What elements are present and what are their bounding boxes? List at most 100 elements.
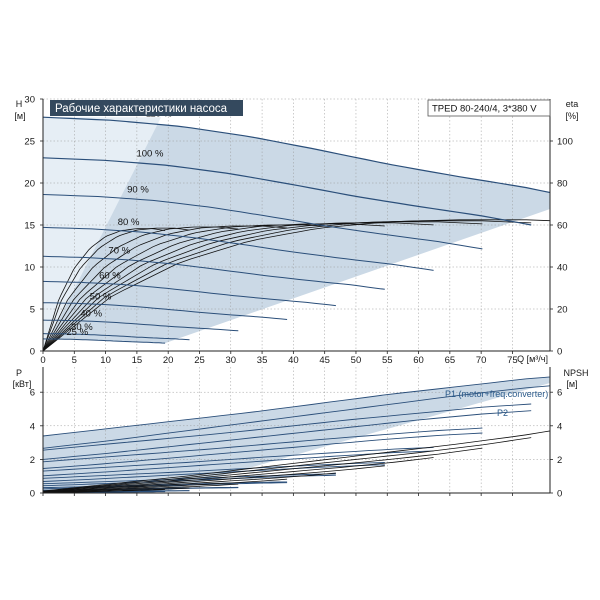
efficiency-curve	[43, 226, 239, 351]
head-curve	[43, 280, 336, 307]
y-right-tick-label-bottom: 6	[557, 388, 562, 399]
y-right-tick-label-bottom: 2	[557, 455, 562, 466]
y-right-unit-bottom: [м]	[566, 379, 577, 389]
p1-curve	[43, 462, 385, 479]
speed-label: 70 %	[108, 246, 130, 257]
efficiency-curve	[43, 220, 532, 351]
y-left-unit-bottom: [кВт]	[13, 379, 32, 389]
efficiency-curve	[43, 221, 483, 351]
y-right-tick-label-top: 60	[557, 221, 568, 232]
x-tick-label-top: 60	[413, 355, 424, 366]
npsh-curve	[43, 465, 385, 493]
efficiency-curve	[43, 225, 288, 351]
npsh-curve	[43, 457, 434, 493]
speed-label: 60 %	[99, 270, 121, 281]
efficiency-curve	[43, 222, 434, 351]
speed-label: 40 %	[80, 309, 102, 320]
y-right-tick-label-top: 40	[557, 263, 568, 274]
y-right-unit-top: [%]	[565, 111, 578, 121]
x-tick-label-top: 10	[100, 355, 111, 366]
y-left-label-top: H	[16, 99, 23, 109]
x-tick-label-top: 25	[194, 355, 205, 366]
y-right-tick-label-top: 0	[557, 347, 562, 358]
p1-curve	[43, 403, 532, 451]
series-label-p2: P2	[497, 408, 508, 418]
head-curve	[43, 333, 190, 341]
npsh-curve	[43, 472, 336, 493]
y-left-tick-label-top: 30	[24, 95, 35, 106]
p1-curve	[43, 446, 434, 472]
y-left-label-bottom: P	[16, 368, 22, 378]
y-left-tick-label-top: 5	[30, 305, 35, 316]
operating-range-area	[43, 117, 550, 344]
x-tick-label-top: 15	[132, 355, 143, 366]
npsh-curve	[43, 478, 288, 493]
head-curve	[43, 302, 288, 320]
x-tick-label-top: 5	[72, 355, 77, 366]
p2-curve	[43, 410, 532, 460]
y-right-label-bottom: NPSH	[563, 368, 588, 378]
efficiency-curve	[43, 228, 166, 351]
head-curve	[43, 157, 532, 226]
npsh-curve	[43, 447, 483, 492]
efficiency-curve	[43, 223, 385, 351]
y-left-tick-label-top: 25	[24, 137, 35, 148]
head-curve	[43, 338, 166, 344]
p2-curve	[43, 450, 434, 477]
x-tick-label-top: 35	[257, 355, 268, 366]
x-tick-label-top: 70	[476, 355, 487, 366]
chart-title: Рабочие характеристики насоса	[55, 103, 228, 115]
y-right-label-top: eta	[566, 99, 579, 109]
p2-curve	[43, 385, 550, 449]
y-left-tick-label-top: 20	[24, 179, 35, 190]
x-tick-label-top: 0	[40, 355, 45, 366]
y-right-tick-label-top: 80	[557, 179, 568, 190]
x-tick-label-top: 45	[319, 355, 330, 366]
efficiency-curve	[43, 227, 190, 351]
speed-label: 100 %	[136, 148, 163, 159]
x-tick-label-top: 50	[351, 355, 362, 366]
x-tick-label-top: 75	[507, 355, 518, 366]
head-curve	[43, 226, 434, 271]
p1-curve	[43, 427, 483, 463]
y-right-tick-label-bottom: 4	[557, 421, 562, 432]
speed-label: 30 %	[71, 322, 93, 333]
x-axis-label-top: Q [м³/ч]	[517, 354, 548, 364]
y-right-tick-label-top: 20	[557, 305, 568, 316]
x-tick-label-top: 65	[445, 355, 456, 366]
speed-label: 25 %	[66, 327, 88, 338]
y-left-tick-label-bottom: 6	[30, 388, 35, 399]
pump-model-box	[427, 99, 551, 117]
speed-label: 90 %	[127, 185, 149, 196]
npsh-curve	[43, 430, 550, 492]
y-right-tick-label-top: 100	[557, 137, 573, 148]
x-tick-label-top: 30	[225, 355, 236, 366]
y-left-tick-label-bottom: 4	[30, 421, 35, 432]
x-tick-label-top: 20	[163, 355, 174, 366]
efficiency-curve	[43, 224, 336, 351]
y-right-tick-label-bottom: 0	[557, 489, 562, 500]
speed-label: 50 %	[90, 291, 112, 302]
head-curve	[43, 255, 385, 290]
chart-title-box	[50, 100, 243, 116]
speed-label: 80 %	[118, 217, 140, 228]
y-left-tick-label-bottom: 0	[30, 489, 35, 500]
low-flow-area	[43, 117, 162, 351]
npsh-curve	[43, 489, 166, 493]
head-curve	[43, 319, 239, 332]
y-left-tick-label-bottom: 2	[30, 455, 35, 466]
head-curve	[43, 194, 483, 250]
y-left-tick-label-top: 0	[30, 347, 35, 358]
head-curve	[43, 116, 550, 194]
p1-curve	[43, 376, 550, 437]
series-label-p1: P1 (motor+freq.converter)	[445, 389, 548, 399]
y-left-unit-top: [м]	[14, 111, 25, 121]
y-left-tick-label-top: 10	[24, 263, 35, 274]
y-left-tick-label-top: 15	[24, 221, 35, 232]
npsh-curve	[43, 483, 239, 493]
x-tick-label-top: 55	[382, 355, 393, 366]
x-tick-label-top: 40	[288, 355, 299, 366]
p2-curve	[43, 432, 483, 469]
npsh-curve	[43, 437, 532, 492]
